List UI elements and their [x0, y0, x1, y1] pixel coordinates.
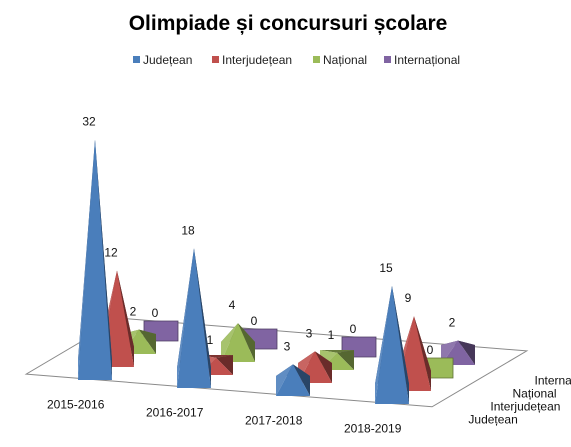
pyramid-front-face [221, 323, 255, 362]
pyramid-mark [177, 248, 211, 388]
legend-swatch [133, 56, 140, 63]
data-label: 0 [251, 314, 258, 328]
pyramid-right-face [315, 351, 332, 383]
series-axis-label: Național [513, 386, 557, 400]
pyramid-left-face [177, 248, 194, 388]
plot-area: 0 0 0 2 2 4 1 0 12 1 3 9 32 18 3 15 [78, 115, 475, 404]
data-label: 9 [405, 291, 412, 305]
series-axis-label: Județean [468, 412, 517, 426]
category-label: 2016-2017 [146, 405, 204, 419]
pyramid-back-face [320, 350, 354, 353]
category-label: 2015-2016 [47, 397, 105, 411]
legend-label: Județean [143, 53, 192, 67]
legend-swatch [384, 56, 391, 63]
pyramid-right-face [216, 355, 233, 375]
series-axis-label: Interjudețean [490, 399, 560, 413]
pyramid-right-face [458, 340, 475, 365]
chart-title: Olimpiade și concursuri școlare [129, 12, 448, 35]
data-label: 0 [152, 306, 159, 320]
pyramid-right-face [139, 329, 156, 354]
pyramid-left-face [298, 351, 315, 383]
data-label: 32 [82, 115, 96, 129]
legend-label: Național [323, 53, 367, 67]
pyramid-right-face [194, 248, 211, 388]
data-label: 0 [427, 343, 434, 357]
axis-labels: 2015-2016 2016-2017 2017-2018 2018-2019 Jude… [47, 373, 571, 435]
pyramid-mark [375, 286, 409, 404]
data-label: 2 [130, 305, 137, 319]
data-label: 0 [350, 322, 357, 336]
legend-swatch [212, 56, 219, 63]
category-label: 2018-2019 [344, 421, 402, 435]
pyramid-left-face [276, 364, 293, 396]
pyramid-right-face [337, 350, 354, 370]
data-label: 15 [379, 261, 393, 275]
legend-label: Interjudețean [222, 53, 292, 67]
legend-swatch [313, 56, 320, 63]
data-label: 3 [306, 326, 313, 340]
data-label: 3 [284, 339, 291, 353]
pyramid-mark [221, 323, 255, 362]
category-label: 2017-2018 [245, 413, 303, 427]
pyramid-front-face [177, 248, 211, 388]
data-label: 12 [104, 246, 118, 260]
legend: Județean Interjudețean Național Internațion… [133, 53, 460, 67]
pyramid-front-face [78, 139, 112, 380]
data-label: 1 [207, 333, 214, 347]
pyramid-right-face [95, 139, 112, 380]
data-label: 2 [449, 316, 456, 330]
legend-label: Internațional [394, 53, 460, 67]
series-axis-label: Internațional [535, 373, 571, 387]
pyramid-right-face [117, 270, 134, 367]
pyramid-right-face [293, 364, 310, 396]
pyramid-mark [276, 364, 310, 396]
pyramid-front-face [375, 286, 409, 404]
data-label: 4 [229, 298, 236, 312]
pyramid-front-face [276, 364, 310, 396]
pyramid-mark [78, 139, 112, 380]
data-label: 1 [328, 328, 335, 342]
data-label: 18 [181, 223, 195, 237]
